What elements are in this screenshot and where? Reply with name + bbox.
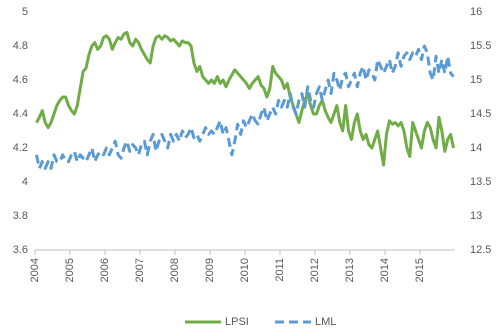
y-tick-label: 4.6 <box>13 74 28 86</box>
x-tick-label: 2007 <box>134 258 146 282</box>
line-series <box>35 30 456 167</box>
x-tick-label: 2004 <box>29 258 41 282</box>
line-series <box>34 44 455 170</box>
y-tick-label: 5 <box>22 6 28 18</box>
y-tick-label: 4.4 <box>13 108 28 120</box>
x-tick-label: 2012 <box>309 258 321 282</box>
x-tick-label: 2006 <box>99 258 111 282</box>
y2-tick-label: 13 <box>470 210 482 222</box>
y2-tick-label: 16 <box>470 6 482 18</box>
y2-tick-label: 14.5 <box>470 108 491 120</box>
x-tick-label: 2015 <box>414 258 426 282</box>
y2-tick-label: 13.5 <box>470 176 491 188</box>
x-tick-label: 2014 <box>379 258 391 282</box>
y-tick-label: 3.8 <box>13 210 28 222</box>
legend-label: LML <box>315 316 336 328</box>
y2-tick-label: 15.5 <box>470 40 491 52</box>
y-tick-label: 4.2 <box>13 142 28 154</box>
x-tick-label: 2010 <box>239 258 251 282</box>
legend-label: LPSI <box>225 316 249 328</box>
y-tick-label: 3.6 <box>13 244 28 256</box>
y2-tick-label: 12.5 <box>470 244 491 256</box>
y-tick-label: 4 <box>22 176 28 188</box>
x-tick-label: 2011 <box>274 258 286 282</box>
y2-tick-label: 14 <box>470 142 482 154</box>
x-tick-label: 2008 <box>169 258 181 282</box>
x-tick-label: 2005 <box>64 258 76 282</box>
y-tick-label: 4.8 <box>13 40 28 52</box>
y2-tick-label: 15 <box>470 74 482 86</box>
x-tick-label: 2013 <box>344 258 356 282</box>
x-tick-label: 2009 <box>204 258 216 282</box>
